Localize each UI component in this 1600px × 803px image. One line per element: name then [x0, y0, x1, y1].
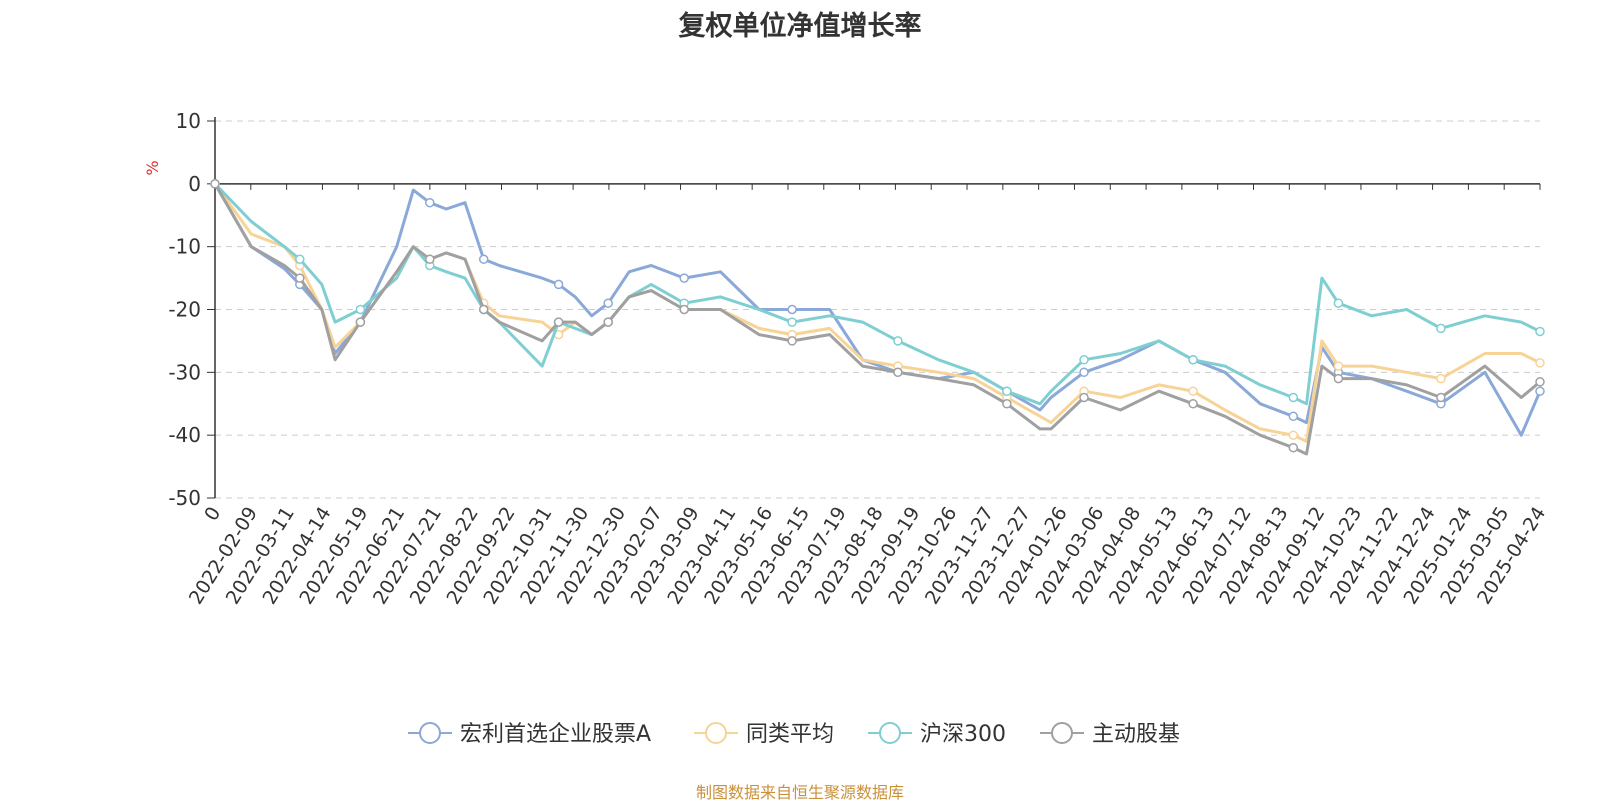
data-point [553, 279, 564, 290]
data-point [210, 179, 220, 189]
data-point [1535, 386, 1545, 396]
series-lines [210, 179, 1545, 456]
data-point [1333, 298, 1344, 308]
x-tick-label: 0 [200, 503, 225, 525]
legend-marker [705, 722, 727, 744]
data-point [679, 304, 689, 315]
y-tick-label: -30 [168, 360, 201, 384]
data-point [1002, 386, 1012, 396]
data-source-note: 制图数据来自恒生聚源数据库 [695, 783, 904, 802]
legend-label: 沪深300 [920, 722, 1006, 747]
data-point [1436, 323, 1446, 334]
data-point [679, 273, 689, 283]
legend-label: 同类平均 [746, 722, 834, 747]
data-point [355, 304, 366, 315]
data-point [295, 273, 305, 283]
series-line-2 [213, 182, 1542, 443]
legend[interactable]: 宏利首选企业股票A 同类平均 沪深300 主动股基 [408, 722, 1180, 747]
data-point [787, 336, 797, 346]
y-tick-label: -10 [168, 235, 201, 259]
y-tick-label: 0 [188, 172, 201, 196]
data-point [603, 298, 613, 308]
data-point [425, 197, 435, 208]
legend-marker [879, 722, 901, 744]
data-point [1333, 361, 1344, 371]
data-point [295, 254, 305, 264]
data-point [893, 367, 903, 378]
data-point [1535, 377, 1545, 387]
data-point [1002, 399, 1012, 409]
data-point [1288, 411, 1299, 422]
data-point [1079, 392, 1089, 403]
grid-lines [215, 120, 1540, 499]
data-point [1188, 386, 1198, 396]
data-point [1436, 392, 1446, 403]
y-tick-label: 10 [176, 109, 201, 133]
data-point [355, 317, 366, 327]
data-point [1288, 442, 1299, 453]
y-tick-label: -20 [168, 298, 201, 322]
data-point [1079, 355, 1089, 365]
axes: 100-10-20-30-40-50%02022-02-092022-03-11… [143, 109, 1550, 608]
data-point [1535, 358, 1545, 368]
data-point [603, 317, 613, 327]
legend-item-4[interactable]: 主动股基 [1040, 722, 1180, 747]
series-line-4 [213, 182, 1542, 456]
legend-marker [1051, 722, 1073, 744]
data-point [1436, 373, 1446, 384]
legend-item-1[interactable]: 宏利首选企业股票A [408, 722, 651, 747]
y-tick-label: -40 [168, 423, 201, 447]
legend-marker [419, 722, 441, 744]
chart-title: 复权单位净值增长率 [678, 11, 922, 42]
data-point [787, 304, 797, 315]
legend-label: 主动股基 [1092, 722, 1180, 747]
data-point [425, 254, 435, 264]
legend-item-2[interactable]: 同类平均 [694, 722, 834, 747]
legend-item-3[interactable]: 沪深300 [868, 722, 1006, 747]
data-point [553, 317, 564, 327]
data-point [787, 317, 797, 327]
data-point [478, 304, 489, 315]
data-point [1188, 355, 1198, 365]
data-point [893, 336, 903, 346]
data-point [478, 254, 489, 264]
legend-label: 宏利首选企业股票A [460, 722, 651, 747]
data-point [1288, 430, 1299, 440]
data-point [1288, 392, 1299, 403]
data-point [1535, 326, 1545, 337]
y-axis-unit: % [143, 160, 162, 175]
data-point [1188, 399, 1198, 409]
data-point [1079, 367, 1089, 378]
y-tick-label: -50 [168, 486, 201, 510]
data-point [1333, 373, 1344, 384]
